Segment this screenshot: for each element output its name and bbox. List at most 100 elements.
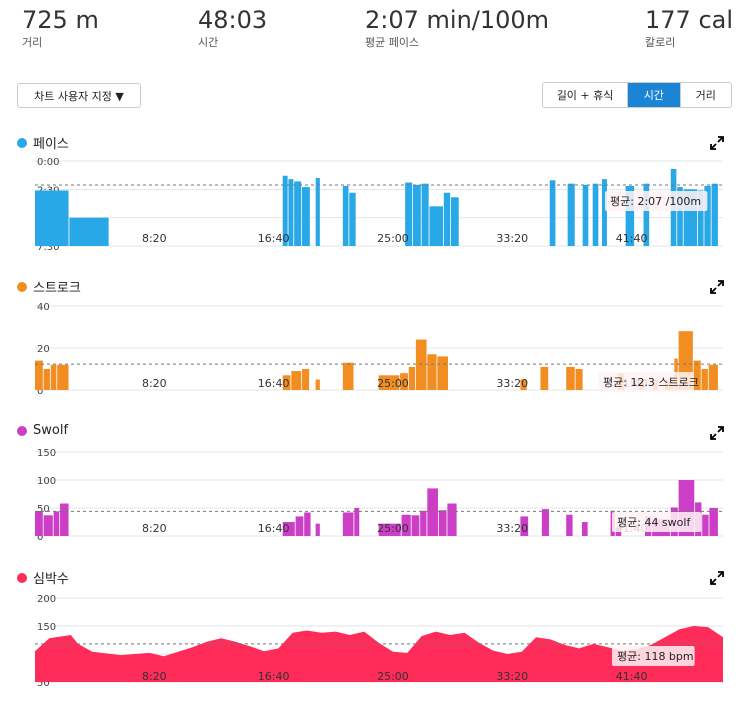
stat-time: 48:03 시간 <box>198 6 267 50</box>
legend-dot <box>17 281 27 292</box>
bar <box>282 375 291 390</box>
bar <box>294 181 302 246</box>
average-label: 평균: 2:07 /100m <box>610 195 701 208</box>
bar <box>411 515 420 536</box>
bar <box>520 379 527 390</box>
bar <box>50 364 57 390</box>
stat-value: 48:03 <box>198 6 268 34</box>
stat-label: 시간 <box>198 36 219 49</box>
bar <box>438 510 447 536</box>
bar <box>291 371 302 390</box>
y-tick-label: 150 <box>37 622 56 633</box>
average-label: 평균: 44 swolf <box>617 516 691 529</box>
chart-title-label: 스트로크 <box>33 281 81 296</box>
bar <box>405 182 413 246</box>
bar <box>566 366 575 390</box>
bar <box>702 514 709 536</box>
bar <box>540 366 549 390</box>
bar <box>342 185 349 246</box>
stat-value: 725 m <box>22 6 99 34</box>
stat-distance: 725 m 거리 <box>22 6 99 50</box>
expand-icon[interactable] <box>709 570 725 586</box>
bar <box>437 356 449 390</box>
x-tick-label: 33:20 <box>496 670 528 683</box>
area-series <box>35 626 723 682</box>
y-tick-label: 7:30 <box>37 242 59 252</box>
x-tick-label: 33:20 <box>496 232 528 245</box>
bar <box>349 192 356 246</box>
y-tick-label: 40 <box>37 302 50 313</box>
stat-label: 평균 페이스 <box>365 36 420 49</box>
bar <box>295 516 304 536</box>
y-tick-label: 50 <box>37 504 50 515</box>
x-tick-label: 16:40 <box>258 522 290 535</box>
x-tick-label: 16:40 <box>258 377 290 390</box>
chart-title-label: Swolf <box>33 423 69 438</box>
expand-icon[interactable] <box>709 279 725 295</box>
bar <box>704 185 711 246</box>
bar <box>421 183 429 246</box>
y-tick-label: 200 <box>37 594 56 605</box>
bar <box>378 375 400 390</box>
segment-length-rest[interactable]: 길이 + 휴식 <box>543 83 629 107</box>
expand-icon[interactable] <box>709 425 725 441</box>
bar <box>35 511 43 536</box>
bar <box>541 509 549 536</box>
bar <box>315 523 320 536</box>
bar <box>288 179 294 246</box>
x-tick-label: 8:20 <box>142 377 167 390</box>
y-tick-label: 0:00 <box>37 157 59 168</box>
x-tick-label: 8:20 <box>142 522 167 535</box>
swolf-chart-title: Swolf <box>17 423 68 438</box>
customize-chart-button[interactable]: 차트 사용자 지정 ▼ <box>17 83 141 108</box>
bar <box>35 360 43 390</box>
average-label-bg <box>598 372 694 392</box>
bar <box>400 373 408 390</box>
legend-dot <box>17 137 27 148</box>
bar <box>450 197 459 246</box>
bar <box>549 180 556 246</box>
bar <box>566 514 573 536</box>
bar <box>57 364 69 390</box>
bar <box>701 369 708 390</box>
bar <box>342 362 354 390</box>
segment-distance[interactable]: 거리 <box>695 89 716 102</box>
bar <box>43 369 50 390</box>
bar <box>315 379 320 390</box>
y-tick-label: 150 <box>37 448 56 459</box>
y-tick-label: 0 <box>37 532 43 542</box>
stat-avg-pace: 2:07 min/100m 평균 페이스 <box>365 6 549 50</box>
x-tick-label: 16:40 <box>258 232 290 245</box>
bar <box>315 178 320 246</box>
bar <box>693 360 701 390</box>
y-tick-label: 0 <box>37 386 43 396</box>
bar <box>447 503 457 536</box>
average-label: 평균: 12.3 스트로크 <box>603 376 699 389</box>
bar <box>520 516 529 536</box>
stat-value: 2:07 min/100m <box>365 6 550 34</box>
average-label-bg <box>612 512 702 532</box>
average-label-bg <box>612 646 695 666</box>
average-label-bg <box>605 190 708 211</box>
legend-dot <box>17 425 27 436</box>
bar <box>709 508 718 536</box>
x-tick-label: 8:20 <box>142 232 167 245</box>
y-tick-label: 100 <box>37 476 56 487</box>
bar <box>708 364 718 390</box>
segment-time[interactable]: 시간 <box>628 83 681 107</box>
expand-icon[interactable] <box>709 135 725 151</box>
bar <box>427 354 437 390</box>
bar <box>575 369 583 390</box>
x-tick-label: 33:20 <box>496 377 528 390</box>
x-tick-label: 8:20 <box>142 670 167 683</box>
stat-label: 거리 <box>22 36 43 49</box>
pace-chart-title: 페이스 <box>17 133 69 152</box>
bar <box>342 512 354 536</box>
chart-title-label: 심박수 <box>33 572 69 587</box>
stat-calories: 177 cal 칼로리 <box>645 6 733 50</box>
bar <box>302 187 310 246</box>
bar <box>602 179 607 246</box>
bar <box>69 217 109 246</box>
